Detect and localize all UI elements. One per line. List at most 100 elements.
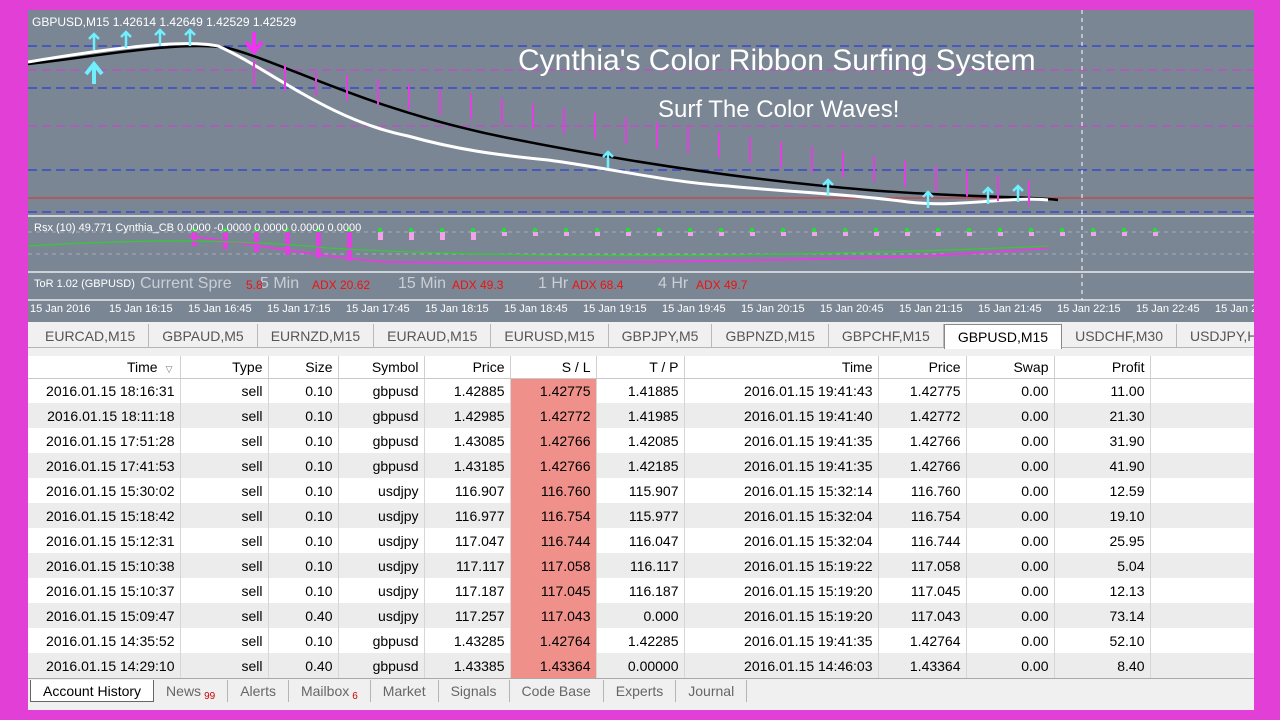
table-row[interactable]: 2016.01.15 15:18:42 sell 0.10 usdjpy 116.977… <box>28 503 1254 528</box>
column-header-label: Price <box>928 358 961 375</box>
column-header[interactable]: Time <box>684 356 879 379</box>
symbol-tab[interactable]: EURUSD,M15 <box>491 324 609 348</box>
table-cell: 2016.01.15 19:41:35 <box>684 453 879 478</box>
table-cell: 0.00 <box>966 403 1055 428</box>
column-header[interactable]: Type <box>180 356 269 379</box>
overlay-adx-value: 5.8 <box>246 278 263 292</box>
table-cell: 116.047 <box>596 528 685 553</box>
table-row[interactable]: 2016.01.15 15:09:47 sell 0.40 usdjpy 117.257… <box>28 603 1254 628</box>
table-cell: 12.59 <box>1054 478 1151 503</box>
symbol-tab[interactable]: EURCAD,M15 <box>32 324 150 348</box>
buy-arrow-icon <box>120 30 132 48</box>
column-header[interactable]: Price <box>878 356 967 379</box>
table-row[interactable]: 2016.01.15 15:30:02 sell 0.10 usdjpy 116.907… <box>28 478 1254 503</box>
price-chart[interactable]: GBPUSD,M15 1.42614 1.42649 1.42529 1.425… <box>28 10 1254 322</box>
table-cell: 116.117 <box>596 553 685 578</box>
symbol-tab[interactable]: GBPUSD,M15 <box>943 324 1063 349</box>
table-row[interactable]: 2016.01.15 15:10:37 sell 0.10 usdjpy 117.187… <box>28 578 1254 603</box>
table-cell: usdjpy <box>338 528 425 553</box>
column-header[interactable]: S / L <box>510 356 597 379</box>
rsx-signal-dot <box>346 227 352 233</box>
table-cell: 73.14 <box>1054 603 1151 628</box>
terminal-tab[interactable]: News 99 <box>154 680 229 702</box>
chart-subline: Surf The Color Waves! <box>658 96 900 123</box>
terminal-tab-label: Market <box>382 683 426 699</box>
table-cell: 115.907 <box>596 478 685 503</box>
table-cell: 1.42766 <box>510 453 597 478</box>
column-header-label: Type <box>232 358 263 375</box>
account-history-table: Time ▽ Type Size Symbol Price S / L T / P Time Pr… <box>28 356 1254 678</box>
table-cell: 8.40 <box>1054 653 1151 678</box>
table-cell: 0.00 <box>966 603 1055 628</box>
table-row[interactable]: 2016.01.15 14:29:10 sell 0.40 gbpusd 1.43385… <box>28 653 1254 678</box>
table-cell: gbpusd <box>338 428 425 453</box>
symbol-tab[interactable]: USDJPY,H1 <box>1177 324 1254 348</box>
symbol-tab[interactable]: EURNZD,M15 <box>258 324 375 348</box>
column-header[interactable]: Size <box>268 356 339 379</box>
table-cell: 1.42766 <box>510 428 597 453</box>
symbol-tab[interactable]: GBPNZD,M15 <box>712 324 829 348</box>
terminal-tab[interactable]: Mailbox 6 <box>289 680 371 702</box>
column-header[interactable]: Profit <box>1054 356 1151 379</box>
rsx-histogram-bar <box>1122 232 1127 236</box>
terminal-tab[interactable]: Market <box>371 680 439 702</box>
time-tick-label: 15 Jan 19:45 <box>662 303 726 315</box>
rsx-signal-dot <box>222 227 228 233</box>
table-row[interactable]: 2016.01.15 15:12:31 sell 0.10 usdjpy 117.047… <box>28 528 1254 553</box>
table-row[interactable]: 2016.01.15 18:11:18 sell 0.10 gbpusd 1.42985… <box>28 403 1254 428</box>
terminal-tab[interactable]: Signals <box>439 680 510 702</box>
table-cell: 1.42775 <box>878 378 967 403</box>
table-cell: 2016.01.15 18:11:18 <box>28 403 181 428</box>
overlay-adx-value: ADX 20.62 <box>312 278 371 292</box>
rsx-histogram-bar <box>1153 232 1158 236</box>
table-cell: 1.43085 <box>424 428 511 453</box>
table-cell: 0.10 <box>268 503 339 528</box>
terminal-tab[interactable]: Experts <box>604 680 677 702</box>
terminal-tab[interactable]: Code Base <box>510 680 604 702</box>
table-cell-filler <box>1150 378 1254 403</box>
overlay-adx-value: ADX 68.4 <box>572 278 624 292</box>
terminal-window: GBPUSD,M15 1.42614 1.42649 1.42529 1.425… <box>28 10 1254 710</box>
table-cell: sell <box>180 628 269 653</box>
column-header[interactable]: Price <box>424 356 511 379</box>
rsx-histogram-bar <box>905 232 910 236</box>
table-cell: usdjpy <box>338 503 425 528</box>
overlay-timeframe-label: 15 Min <box>398 275 447 292</box>
symbol-tab[interactable]: GBPCHF,M15 <box>829 324 944 348</box>
table-cell: 2016.01.15 15:30:02 <box>28 478 181 503</box>
table-row[interactable]: 2016.01.15 17:41:53 sell 0.10 gbpusd 1.43185… <box>28 453 1254 478</box>
rsx-signal-dot <box>532 227 538 233</box>
symbol-tab[interactable]: GBPAUD,M5 <box>149 324 258 348</box>
table-cell: 0.10 <box>268 578 339 603</box>
table-cell: 1.42772 <box>878 403 967 428</box>
rsx-signal-dot <box>563 227 569 233</box>
table-cell: 0.10 <box>268 403 339 428</box>
rsx-signal-dot <box>780 227 786 233</box>
terminal-tab[interactable]: Alerts <box>228 680 289 702</box>
time-tick-label: 15 Jan 22:45 <box>1136 303 1200 315</box>
rsx-histogram-bar <box>254 232 259 252</box>
table-row[interactable]: 2016.01.15 14:35:52 sell 0.10 gbpusd 1.43285… <box>28 628 1254 653</box>
symbol-tab[interactable]: USDCHF,M30 <box>1062 324 1177 348</box>
table-row[interactable]: 2016.01.15 18:16:31 sell 0.10 gbpusd 1.42885… <box>28 378 1254 403</box>
table-cell: 2016.01.15 15:32:04 <box>684 503 879 528</box>
column-header[interactable]: T / P <box>596 356 685 379</box>
table-cell: 0.00 <box>966 378 1055 403</box>
rsx-signal-dot <box>1121 227 1127 233</box>
rsx-histogram-bar <box>812 232 817 236</box>
table-cell: sell <box>180 603 269 628</box>
rsx-histogram-bar <box>1091 232 1096 236</box>
table-row[interactable]: 2016.01.15 17:51:28 sell 0.10 gbpusd 1.43085… <box>28 428 1254 453</box>
table-cell: 5.04 <box>1054 553 1151 578</box>
symbol-tab[interactable]: GBPJPY,M5 <box>609 324 713 348</box>
column-header[interactable]: Symbol <box>338 356 425 379</box>
column-header[interactable]: Swap <box>966 356 1055 379</box>
terminal-tab[interactable]: Account History <box>30 680 155 702</box>
rsx-histogram-bar <box>533 232 538 236</box>
symbol-tab[interactable]: EURAUD,M15 <box>374 324 492 348</box>
table-row[interactable]: 2016.01.15 15:10:38 sell 0.10 usdjpy 117.117… <box>28 553 1254 578</box>
terminal-tab[interactable]: Journal <box>676 680 748 702</box>
table-cell: 117.045 <box>878 578 967 603</box>
table-cell: 1.42766 <box>878 453 967 478</box>
column-header[interactable]: Time ▽ <box>28 356 181 379</box>
